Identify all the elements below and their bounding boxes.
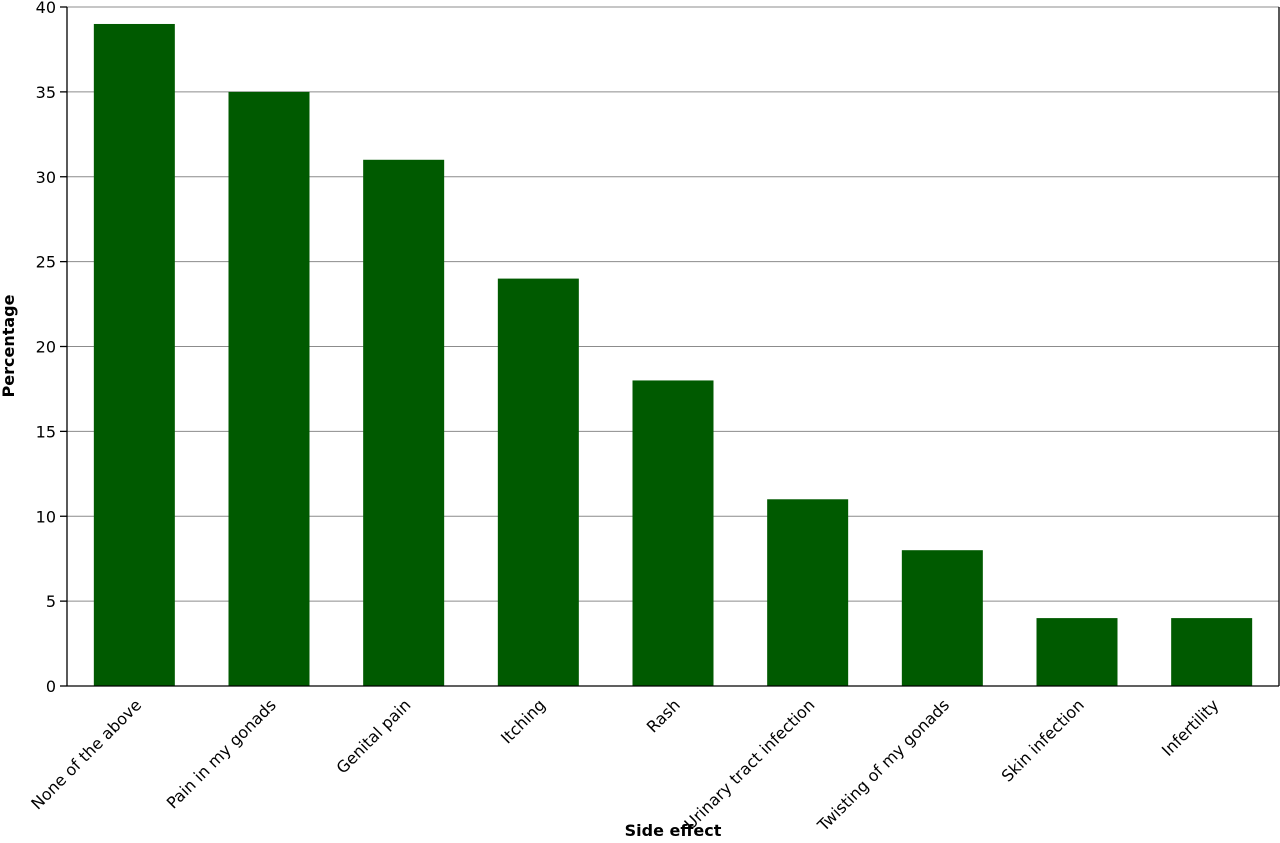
bar [1171,618,1253,686]
y-tick-labels: 0 5 10 15 20 25 30 35 40 [36,0,67,696]
x-tick-label: Itching [497,695,549,747]
x-tick-labels: None of the above Pain in my gonads Genita… [27,695,1222,835]
bar [1036,618,1118,686]
x-tick-label: Skin infection [998,695,1088,785]
y-tick-label: 10 [36,507,56,526]
bar [497,278,579,686]
y-tick-label: 30 [36,168,56,187]
x-tick-label: Urinary tract infection [681,695,819,833]
y-tick-label: 0 [46,677,56,696]
y-tick-label: 40 [36,0,56,17]
bars [93,23,1253,687]
bar [93,23,175,687]
x-tick-label: Genital pain [332,695,414,777]
bar [228,91,310,686]
y-tick-label: 5 [46,592,56,611]
y-tick-label: 15 [36,422,56,441]
bar [767,499,849,686]
x-tick-label: None of the above [27,695,145,813]
y-tick-label: 35 [36,83,56,102]
x-tick-label: Infertility [1158,695,1223,760]
bar [632,380,714,686]
bar [363,159,445,686]
x-tick-label: Pain in my gonads [163,695,280,812]
y-axis-title: Percentage [0,294,18,397]
x-axis-title: Side effect [625,821,722,840]
x-tick-label: Rash [643,695,684,736]
x-tick-label: Twisting of my gonads [813,695,953,835]
y-tick-label: 25 [36,253,56,272]
y-tick-label: 20 [36,338,56,357]
bar [901,550,983,686]
